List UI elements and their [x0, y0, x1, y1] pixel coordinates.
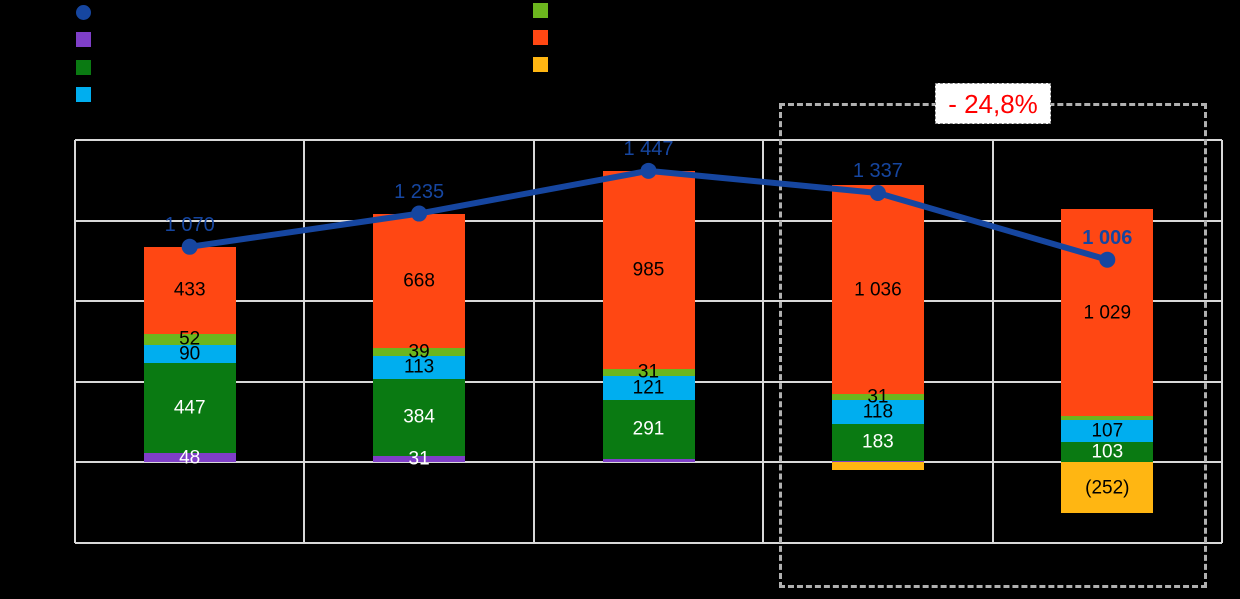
bar-segment-label: 31 — [408, 448, 430, 470]
line-marker — [869, 184, 886, 201]
bar-segment-label: 103 — [1091, 441, 1124, 463]
bar-segment-purple — [373, 456, 466, 463]
bar-segment-dark-green — [1061, 441, 1154, 463]
bar-segment-yellow-green — [831, 393, 924, 401]
bar-segment-label: 985 — [632, 259, 665, 281]
line-marker — [181, 238, 198, 255]
legend-marker-amber-series — [533, 57, 548, 72]
bar-segment-label: 90 — [179, 343, 201, 365]
bar-segment-label: 31 — [637, 361, 660, 383]
bar-segment-orange-red — [373, 213, 466, 349]
bar-segment-label: 668 — [403, 270, 435, 292]
bar-segment-dark-green — [373, 378, 466, 457]
gridline-vertical — [74, 140, 76, 543]
bar-segment-amber — [1061, 462, 1154, 514]
bar-segment-cyan — [373, 356, 466, 379]
bar-segment-label: 113 — [403, 356, 435, 378]
bar-segment-cyan — [1061, 420, 1154, 442]
bar-segment-cyan — [143, 344, 236, 363]
line-value-label: 1 235 — [394, 180, 445, 203]
bar-segment-label: 447 — [173, 397, 206, 419]
bar-segment-label: 107 — [1091, 420, 1124, 442]
legend-marker-dark-green-series — [76, 60, 91, 75]
legend-marker-purple-series — [76, 32, 91, 47]
bar-segment-label: 1 029 — [1083, 302, 1132, 324]
gridline-horizontal — [75, 139, 1222, 141]
delta-annotation: - 24,8% — [935, 83, 1051, 124]
line-marker — [640, 162, 657, 179]
bar-segment-orange-red — [602, 170, 695, 370]
bar-segment-amber — [831, 462, 924, 471]
delta-label: - 24,8% — [948, 88, 1038, 119]
bar-segment-orange-red — [143, 246, 236, 335]
bar-segment-yellow-green — [602, 369, 695, 376]
line-value-label: 1 006 — [1082, 226, 1133, 249]
gridline-vertical — [303, 140, 306, 543]
bar-segment-label: 183 — [862, 431, 894, 453]
line-marker — [1099, 251, 1116, 268]
bar-segment-purple — [143, 452, 236, 463]
bar-segment-label: (252) — [1085, 477, 1130, 499]
bar-segment-yellow-green — [143, 334, 236, 345]
bar-segment-cyan — [831, 400, 924, 424]
bar-segment-dark-green — [831, 423, 924, 461]
gridline-vertical — [532, 140, 535, 543]
gridline-horizontal — [75, 461, 1222, 464]
bar-segment-label: 384 — [403, 406, 435, 428]
bar-segment-label: 31 — [867, 386, 889, 408]
bar-segment-label: 433 — [173, 279, 206, 301]
bar-segment-label: 48 — [179, 447, 201, 469]
bar-segment-purple — [602, 458, 695, 463]
gridline-vertical — [991, 140, 994, 543]
bar-segment-label: 291 — [632, 418, 665, 440]
legend-marker-yellow-green-series — [533, 3, 548, 18]
bar-segment-yellow-green — [373, 348, 466, 356]
line-marker — [411, 205, 428, 222]
total-line — [186, 167, 1111, 263]
gridline-vertical — [762, 140, 765, 543]
line-value-label: 1 070 — [164, 213, 215, 236]
bar-segment-label: 118 — [862, 401, 894, 423]
legend-marker-orange-series — [533, 30, 548, 45]
bar-segment-cyan — [602, 375, 695, 400]
bar-segment-orange-red — [1061, 208, 1154, 417]
gridline-horizontal — [75, 542, 1222, 544]
bar-segment-label: 121 — [632, 377, 665, 399]
bar-segment-orange-red — [831, 185, 924, 394]
bar-segment-label: 52 — [179, 328, 201, 350]
bar-segment-dark-green — [602, 399, 695, 459]
bar-segment-yellow-green — [1061, 416, 1154, 421]
bar-segment-label: 1 036 — [854, 279, 902, 300]
legend-marker-total-line — [76, 5, 91, 20]
legend-marker-cyan-series — [76, 87, 91, 102]
line-value-label: 1 447 — [623, 137, 674, 160]
line-value-label: 1 337 — [852, 159, 903, 182]
bar-segment-label: 39 — [408, 341, 430, 363]
gridline-vertical — [1221, 140, 1223, 543]
bar-segment-dark-green — [143, 362, 236, 453]
bar-segment-purple — [831, 460, 924, 463]
